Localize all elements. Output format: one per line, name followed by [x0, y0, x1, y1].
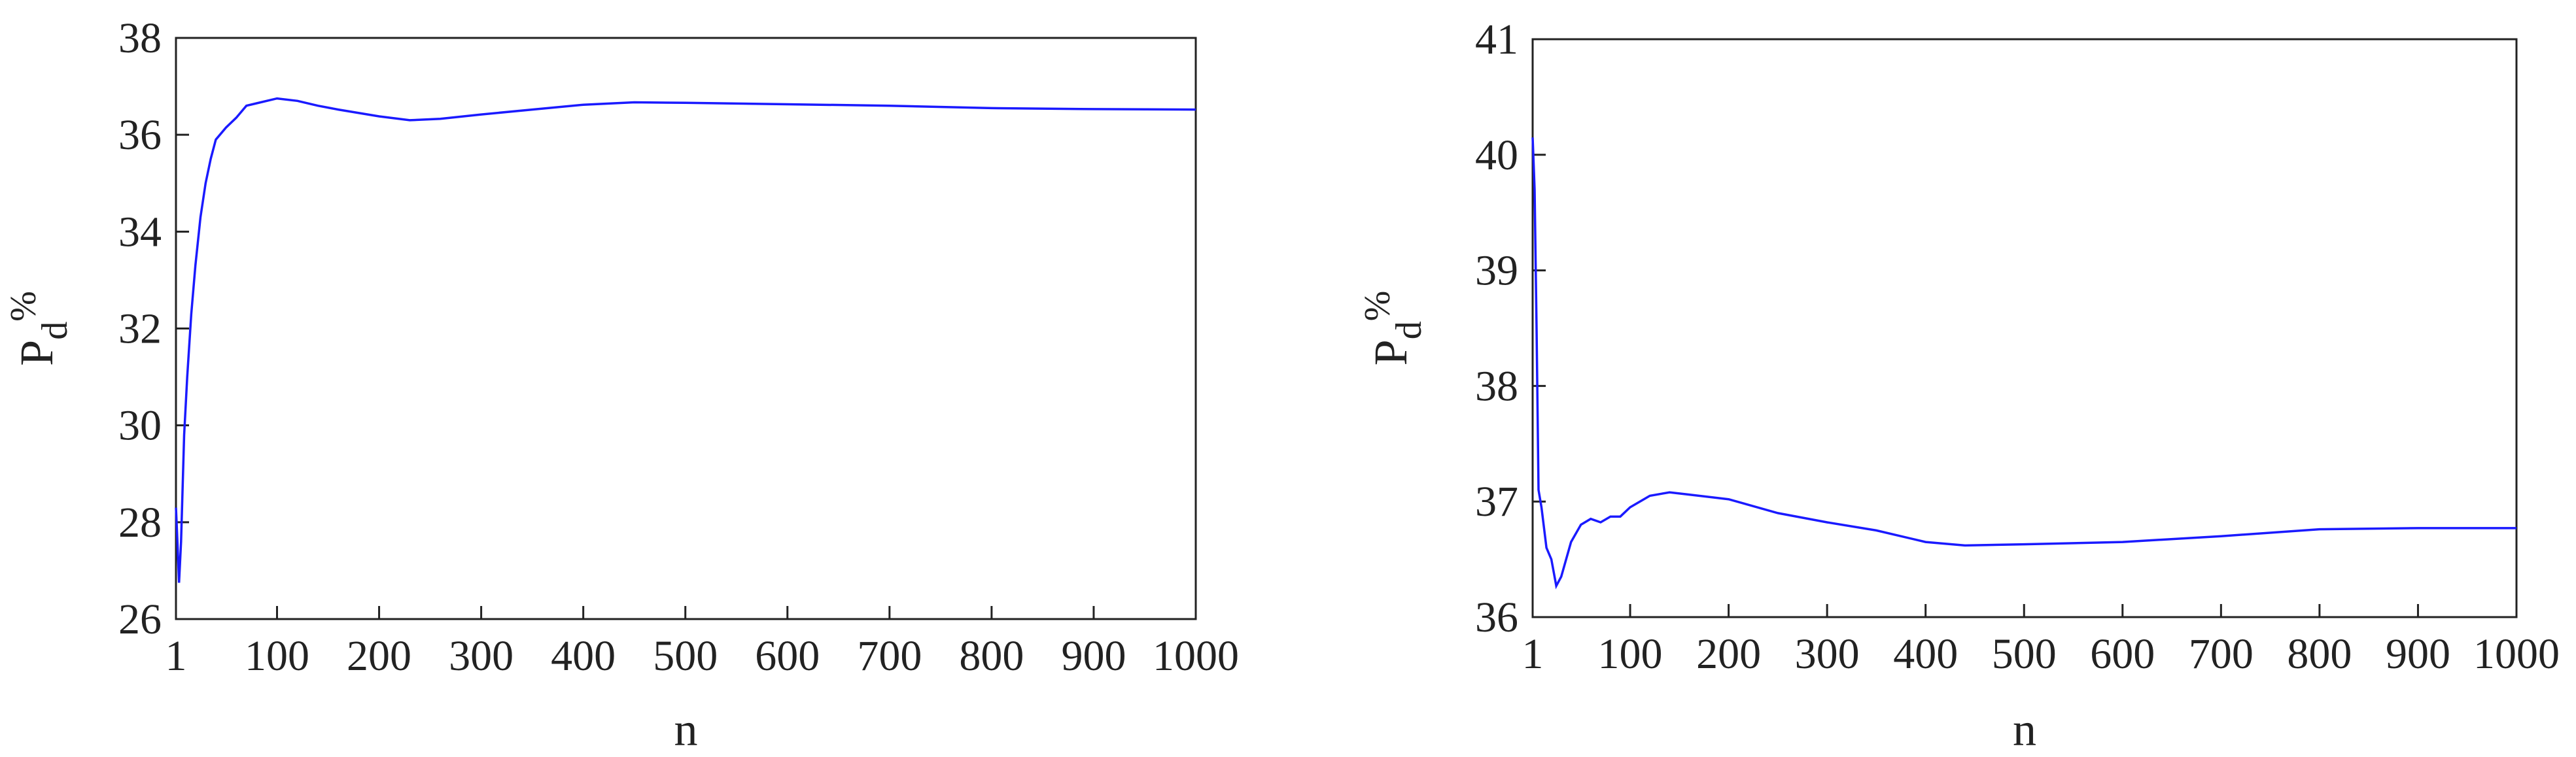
- x-tick-label: 200: [1696, 630, 1761, 678]
- x-tick-label: 1000: [2473, 630, 2560, 678]
- y-axis-label-main: P: [10, 340, 63, 366]
- x-tick-label: 200: [347, 632, 411, 680]
- x-tick-label: 300: [449, 632, 513, 680]
- x-axis-label: n: [2013, 703, 2036, 756]
- y-tick-label: 36: [1475, 594, 1518, 641]
- y-tick-label: 40: [1475, 131, 1518, 179]
- y-tick-label: 26: [118, 596, 162, 643]
- y-tick-label: 30: [118, 402, 162, 450]
- y-tick-label: 38: [1475, 362, 1518, 410]
- x-tick-label: 100: [245, 632, 309, 680]
- data-line: [175, 97, 1196, 583]
- y-tick-label: 34: [118, 208, 162, 256]
- data-line: [1531, 137, 2516, 590]
- x-tick-label: 400: [551, 632, 616, 680]
- y-axis-label: Pd%: [3, 291, 75, 366]
- x-tick-label: 400: [1893, 630, 1958, 678]
- y-axis-label-sub: d: [35, 322, 75, 340]
- y-tick-label: 41: [1475, 16, 1518, 63]
- plot-frame: [1531, 38, 2518, 618]
- y-axis-label-sup: %: [3, 291, 44, 322]
- x-tick-label: 300: [1795, 630, 1860, 678]
- x-tick-label: 500: [653, 632, 718, 680]
- y-tick-label: 36: [118, 111, 162, 159]
- y-tick-label: 32: [118, 305, 162, 353]
- x-tick-label: 800: [2287, 630, 2352, 678]
- panel: 1 100 200 300 400 500 600 700 800 900 1000 26 28 30 32…: [3, 14, 1239, 756]
- panel: 1 100 200 300 400 500 600 700 800 900 1000 36 37 38 39…: [1357, 16, 2560, 756]
- x-tick-label: 1: [165, 632, 187, 680]
- y-tick-label: 28: [118, 499, 162, 547]
- x-tick-label: 600: [2090, 630, 2155, 678]
- x-tick-label: 800: [959, 632, 1024, 680]
- x-axis-label: n: [674, 703, 698, 756]
- x-tick-label: 1000: [1153, 632, 1239, 680]
- y-tick-label: 37: [1475, 478, 1518, 526]
- y-axis-label-sup: %: [1357, 291, 1398, 322]
- y-axis-label: Pd%: [1357, 291, 1429, 366]
- x-tick-label: 600: [755, 632, 820, 680]
- y-tick-label: 38: [118, 14, 162, 62]
- y-axis-label-main: P: [1365, 339, 1417, 365]
- x-tick-label: 700: [857, 632, 922, 680]
- x-tick-label: 1: [1522, 630, 1544, 678]
- x-tick-label: 900: [2386, 630, 2450, 678]
- y-tick-label: 39: [1475, 247, 1518, 295]
- x-tick-label: 500: [1992, 630, 2057, 678]
- plot-frame: [175, 37, 1197, 620]
- x-tick-label: 700: [2189, 630, 2254, 678]
- y-axis-label-sub: d: [1389, 321, 1429, 339]
- x-tick-label: 100: [1598, 630, 1663, 678]
- x-tick-label: 900: [1061, 632, 1126, 680]
